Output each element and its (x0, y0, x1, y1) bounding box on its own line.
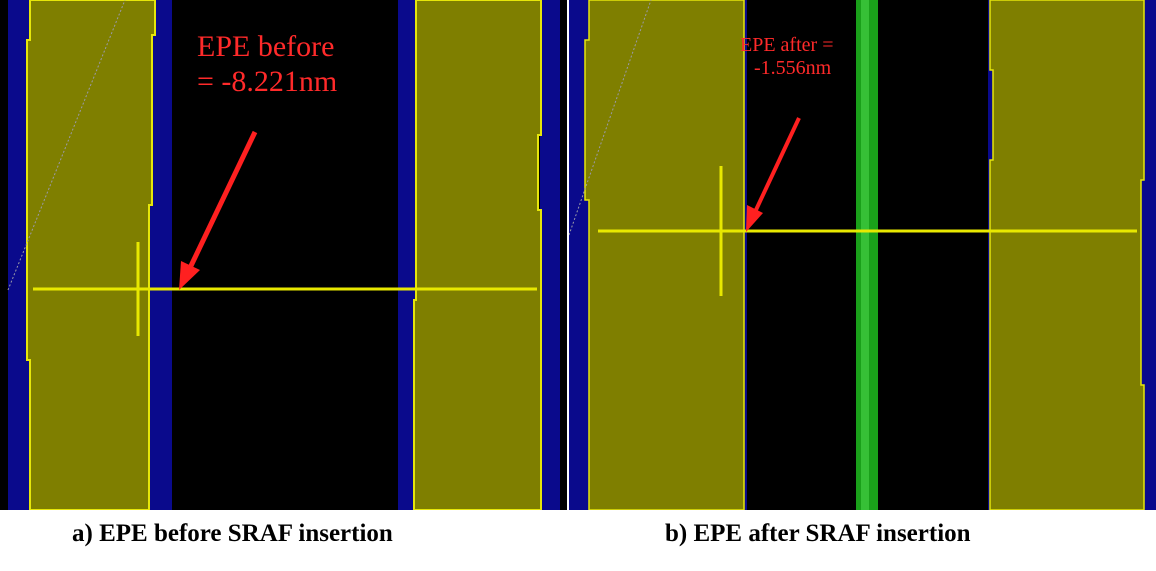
annotation-line-2: = -8.221nm (197, 64, 338, 98)
layout-view-b (569, 0, 1156, 510)
blue-band (8, 0, 30, 510)
panel-a-before-sraf: EPE before = -8.221nm (0, 0, 567, 510)
annotation-line-2: -1.556nm (754, 57, 832, 79)
epe-after-annotation: EPE after = -1.556nm (740, 34, 833, 80)
diagonal-guide (7, 0, 126, 291)
epe-before-annotation: EPE before = -8.221nm (197, 30, 337, 99)
caption-a: a) EPE before SRAF insertion (72, 520, 393, 547)
pattern-feature (26, 0, 156, 510)
blue-band (150, 0, 172, 510)
pattern-feature (413, 0, 542, 510)
pattern-feature (584, 0, 745, 510)
arrow-shaft (753, 117, 801, 213)
blue-band (540, 0, 560, 510)
panel-b-after-sraf: EPE after = -1.556nm (569, 0, 1156, 510)
pattern-feature (989, 0, 1145, 510)
arrow-shaft (186, 130, 258, 272)
arrow-head (179, 261, 200, 290)
layout-view-a (7, 0, 560, 510)
sraf-bar-highlight (861, 0, 869, 510)
caption-b: b) EPE after SRAF insertion (665, 520, 971, 547)
annotation-line-1: EPE before (197, 30, 335, 63)
annotation-line-1: EPE after = (740, 34, 834, 56)
arrow-head (746, 205, 763, 232)
diagonal-guide (569, 0, 652, 236)
